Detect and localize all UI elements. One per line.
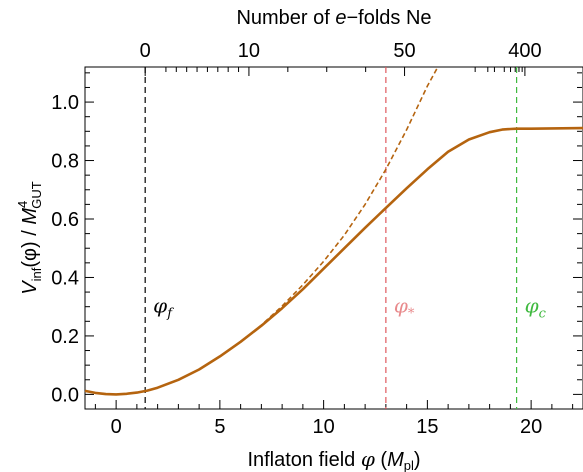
- top-axis-title: Number of e−folds Ne: [236, 7, 431, 29]
- x-tick-label: 10: [313, 416, 335, 438]
- x-tick-label: 20: [520, 416, 542, 438]
- top-tick-label: 10: [238, 40, 260, 62]
- y-tick-label: 0.4: [51, 267, 79, 289]
- plot-frame: [85, 67, 583, 409]
- x-axis-title: Inflaton field φ (Mpl): [247, 447, 420, 472]
- top-tick-label: 50: [393, 40, 415, 62]
- x-tick-label: 15: [416, 416, 438, 438]
- curves: [85, 67, 583, 394]
- y-tick-label: 0.0: [51, 384, 79, 406]
- x-tick-label: 5: [214, 416, 225, 438]
- y-axis-title: Vinf(φ) / M4GUT: [15, 181, 44, 294]
- top-tick-label: 400: [508, 40, 541, 62]
- y-tick-label: 0.8: [51, 151, 79, 173]
- axis-ticks: [85, 67, 582, 409]
- tick-labels: 0 5 10 15 20 0.0 0.2 0.4 0.6 0.8 1.0 0 10 50 400: [51, 40, 542, 438]
- y-tick-label: 1.0: [51, 92, 79, 114]
- x-tick-label: 0: [111, 416, 122, 438]
- phi-star-label: φ*: [394, 294, 415, 322]
- y-tick-label: 0.6: [51, 209, 79, 231]
- y-tick-label: 0.2: [51, 326, 79, 348]
- top-tick-label: 0: [140, 40, 151, 62]
- potential-curve: [85, 128, 583, 394]
- phi-c-label: φc: [525, 294, 547, 322]
- phi-f-label: φf: [153, 294, 174, 322]
- reference-lines: [145, 67, 516, 409]
